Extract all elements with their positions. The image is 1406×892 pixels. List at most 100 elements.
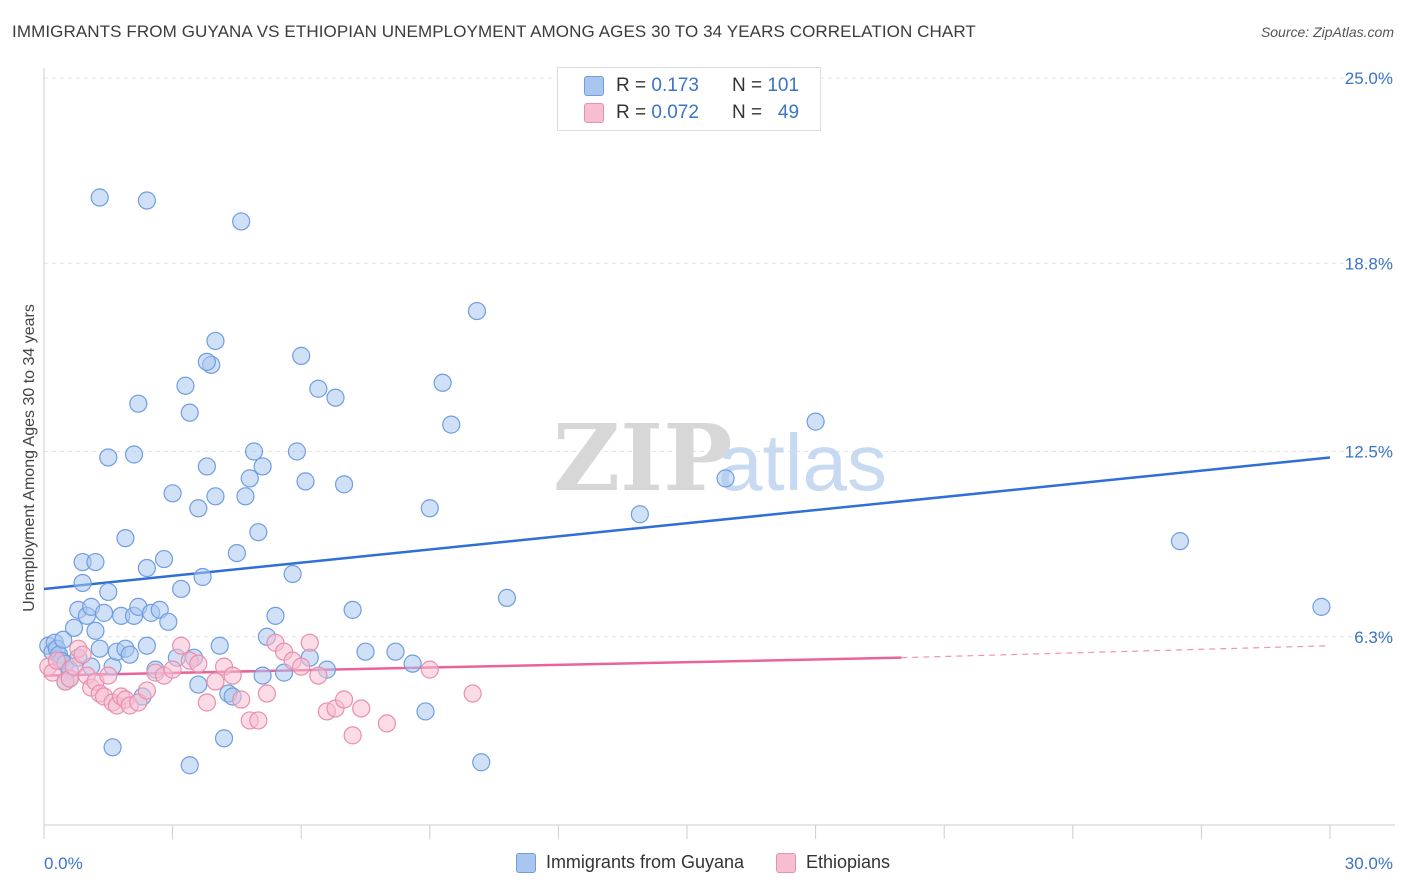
chart-title: IMMIGRANTS FROM GUYANA VS ETHIOPIAN UNEM… — [12, 22, 976, 41]
data-point-guyana — [176, 376, 195, 395]
data-point-guyana — [420, 499, 439, 518]
data-point-guyana — [716, 469, 735, 488]
legend-n-value: 101 — [767, 75, 800, 96]
data-point-ethiopians — [206, 672, 225, 691]
data-point-guyana — [467, 301, 487, 321]
data-point-guyana — [249, 523, 268, 542]
legend-item-ethiopians[interactable]: Ethiopians — [776, 852, 890, 873]
data-point-guyana — [236, 487, 255, 506]
data-point-guyana — [472, 753, 491, 772]
data-point-guyana — [193, 567, 212, 587]
data-point-guyana — [292, 346, 311, 365]
tick-labels: 6.3% 12.5% 18.8% 25.0% 0.0% 30.0% — [44, 69, 1393, 873]
data-point-ethiopians — [343, 726, 362, 745]
data-point-guyana — [296, 472, 315, 491]
data-point-guyana — [159, 612, 178, 631]
series-ethiopians-points — [39, 633, 482, 745]
data-point-guyana — [1170, 532, 1190, 551]
legend-label-ethiopians: Ethiopians — [806, 852, 891, 872]
legend-row-guyana: R = 0.173 N = 101 — [584, 74, 799, 98]
data-point-guyana — [197, 352, 216, 371]
data-point-guyana — [129, 394, 148, 413]
data-point-guyana — [343, 600, 362, 619]
data-point-guyana — [326, 388, 345, 407]
trend-line-ethiopians — [43, 656, 902, 677]
data-point-guyana — [197, 457, 216, 476]
data-point-ethiopians — [309, 666, 328, 685]
data-point-guyana — [214, 729, 234, 748]
legend-series: Immigrants from Guyana Ethiopians — [0, 852, 1406, 873]
data-point-guyana — [210, 636, 229, 655]
gridlines — [44, 77, 1395, 638]
data-point-guyana — [103, 738, 122, 757]
watermark-zip: ZIP — [553, 404, 732, 512]
data-point-guyana — [266, 606, 285, 625]
legend-n-label: N = — [731, 75, 763, 96]
data-point-guyana — [244, 442, 264, 461]
axes — [43, 68, 1395, 839]
data-point-guyana — [90, 639, 109, 658]
data-point-ethiopians — [300, 633, 319, 652]
data-point-guyana — [416, 702, 435, 721]
trend-lines — [43, 456, 1331, 677]
data-point-guyana — [386, 642, 405, 661]
legend-label-guyana: Immigrants from Guyana — [545, 852, 744, 872]
y-tick-label: 25.0% — [1345, 69, 1393, 88]
data-point-guyana — [497, 588, 517, 608]
data-point-guyana — [240, 469, 259, 488]
data-point-guyana — [99, 448, 118, 467]
data-point-guyana — [206, 331, 225, 351]
data-point-guyana — [120, 645, 139, 664]
data-point-guyana — [442, 415, 461, 434]
data-point-ethiopians — [197, 693, 216, 712]
data-point-guyana — [403, 654, 422, 673]
data-point-ethiopians — [99, 666, 118, 685]
legend-r-label: R = — [616, 75, 647, 96]
data-point-guyana — [137, 191, 156, 210]
data-point-guyana — [124, 445, 144, 464]
data-point-guyana — [334, 475, 354, 494]
data-point-ethiopians — [334, 690, 354, 709]
data-point-guyana — [90, 188, 109, 207]
trend-line-guyana — [43, 456, 1331, 591]
y-tick-label: 12.5% — [1345, 443, 1393, 462]
data-point-guyana — [154, 549, 174, 569]
x-tick-label: 30.0% — [1345, 854, 1393, 873]
data-point-guyana — [86, 552, 105, 572]
data-point-guyana — [137, 636, 156, 655]
data-point-ethiopians — [257, 684, 277, 703]
legend-swatch-ethiopians — [776, 852, 796, 873]
data-point-guyana — [1312, 597, 1331, 616]
x-tick-label: 0.0% — [44, 854, 83, 873]
legend-swatch-guyana — [584, 76, 604, 96]
data-point-ethiopians — [232, 690, 251, 709]
data-point-guyana — [253, 666, 272, 685]
data-point-ethiopians — [163, 660, 182, 679]
data-point-ethiopians — [73, 645, 92, 664]
data-point-ethiopians — [47, 651, 66, 670]
y-axis-title: Unemployment Among Ages 30 to 34 years — [21, 304, 38, 612]
trend-line-ethiopians-extension — [901, 645, 1331, 659]
data-point-ethiopians — [463, 684, 482, 703]
data-point-guyana — [253, 457, 272, 476]
data-point-guyana — [64, 618, 84, 637]
legend-r-label: R = — [616, 102, 647, 123]
data-point-ethiopians — [172, 636, 191, 655]
data-point-ethiopians — [420, 660, 439, 679]
source-label: Source: ZipAtlas.com — [1260, 24, 1394, 40]
data-point-guyana — [163, 484, 182, 503]
data-point-guyana — [806, 412, 825, 431]
data-point-guyana — [137, 558, 156, 578]
data-point-guyana — [116, 529, 135, 548]
legend-item-guyana[interactable]: Immigrants from Guyana — [515, 852, 744, 873]
watermark-atlas: atlas — [718, 418, 887, 507]
data-point-guyana — [99, 582, 118, 602]
data-point-ethiopians — [377, 714, 397, 733]
legend-swatch-ethiopians — [584, 103, 604, 123]
data-point-guyana — [172, 579, 191, 599]
data-point-guyana — [433, 373, 452, 392]
data-point-guyana — [94, 603, 114, 622]
data-point-ethiopians — [352, 699, 371, 718]
data-point-guyana — [73, 573, 92, 593]
